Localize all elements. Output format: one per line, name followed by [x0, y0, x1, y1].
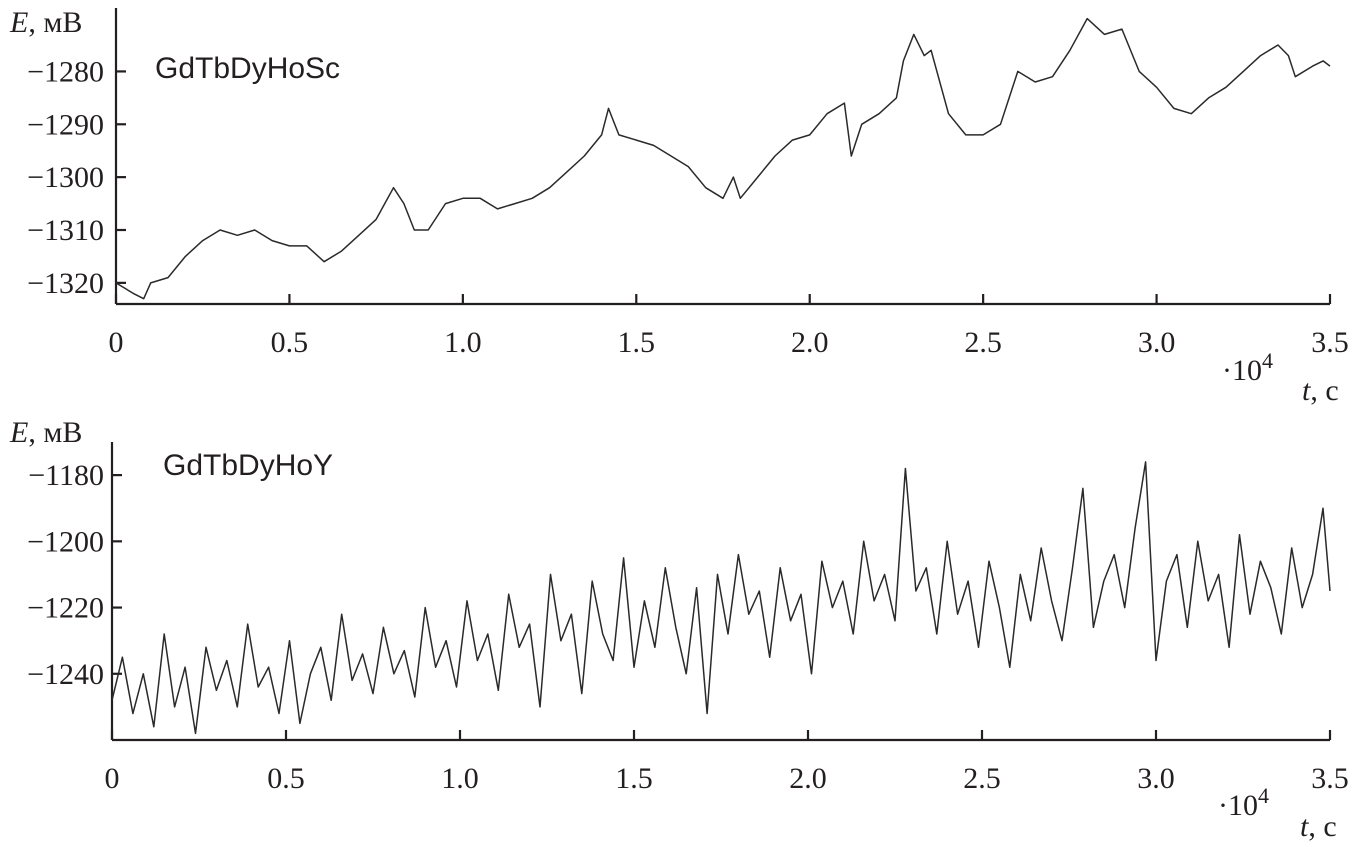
x-tick-label: 3.5: [1311, 762, 1349, 795]
x-tick-label: 1.5: [615, 762, 653, 795]
x-tick-label: 1.5: [618, 326, 656, 359]
x-tick-label: 2.0: [791, 326, 829, 359]
y-tick-label: −1180: [28, 459, 104, 492]
y-tick-label: −1200: [27, 525, 104, 558]
series-line: [115, 17, 1331, 300]
x-tick-label: 3.0: [1137, 762, 1175, 795]
x-tick-label: 0.5: [267, 762, 305, 795]
y-tick-label: −1310: [27, 214, 104, 247]
x-tick-label: 3.0: [1138, 326, 1176, 359]
x-axis-label: t, с: [1302, 374, 1339, 407]
x-tick-label: 3.5: [1311, 326, 1349, 359]
y-tick-label: −1240: [27, 658, 104, 691]
y-axis-label: E, мВ: [9, 6, 82, 39]
y-tick-label: −1220: [27, 592, 104, 625]
chart-panel-gdtbdyhoy: 0 0.5 1.0 1.5 2.0 2.5 3.0 3.5 −1240 −1220 −1200 −11…: [9, 416, 1349, 843]
chart-panel-gdtbdyhosc: 0 0.5 1.0 1.5 2.0 2.5 3.0 3.5 −1320 −1310 −1300 −12…: [9, 6, 1349, 407]
x-axis-label: t, с: [1300, 810, 1337, 843]
x-tick-label: 2.5: [964, 326, 1002, 359]
panel-title: GdTbDyHoSc: [155, 52, 340, 85]
series-line: [111, 461, 1331, 735]
panel-title: GdTbDyHoY: [163, 449, 333, 482]
y-tick-label: −1300: [27, 161, 104, 194]
x-tick-label: 2.0: [789, 762, 827, 795]
x-tick-label: 2.5: [963, 762, 1001, 795]
x-multiplier-label: ·104: [1222, 348, 1273, 387]
y-tick-label: −1320: [27, 267, 104, 300]
x-tick-label: 0: [105, 762, 120, 795]
x-multiplier-label: ·104: [1218, 783, 1269, 822]
x-tick-label: 0.5: [271, 326, 309, 359]
x-tick-label: 1.0: [444, 326, 482, 359]
x-tick-label: 0: [109, 326, 124, 359]
y-axis-label: E, мВ: [9, 416, 82, 449]
y-tick-label: −1290: [27, 108, 104, 141]
x-tick-label: 1.0: [441, 762, 479, 795]
y-tick-label: −1280: [27, 55, 104, 88]
